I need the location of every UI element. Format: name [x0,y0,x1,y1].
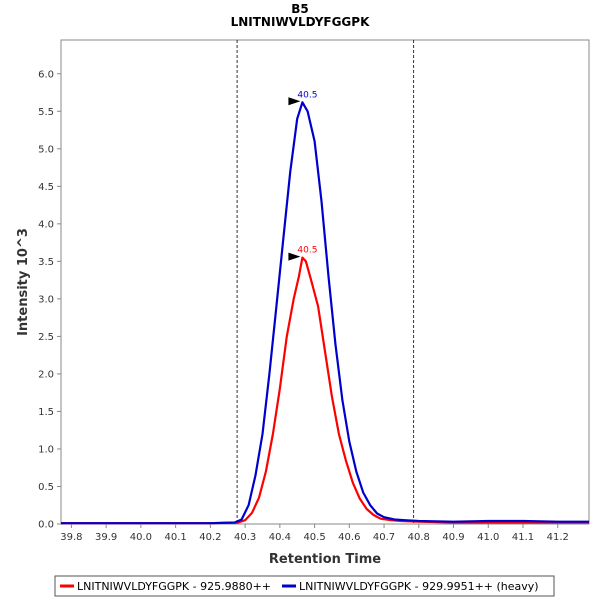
y-tick-label: 1.5 [38,407,54,418]
chart-title: B5 [291,2,309,16]
y-tick-label: 6.0 [38,69,54,80]
y-tick-label: 0.0 [38,520,54,531]
series-layer [61,101,589,525]
y-tick-label: 4.0 [38,219,54,230]
y-tick-label: 4.5 [38,182,54,193]
chart-subtitle: LNITNIWVLDYFGGPK [231,15,370,29]
y-tick-label: 5.5 [38,107,54,118]
peak-marker [288,97,301,106]
peak-annotations: 40.5 40.5 [288,90,317,261]
x-tick-label: 40.7 [373,532,395,543]
legend-box [54,575,555,597]
y-tick-label: 3.0 [38,294,54,305]
y-axis-label: Intensity 10^3 [16,228,31,336]
x-axis-ticks: 39.8 39.9 40.0 40.1 40.2 40.3 40.4 40.5 40.6 40.7… [60,524,569,543]
y-axis-ticks: 0.0 0.5 1.0 1.5 2.0 2.5 3.0 3.5 4.0 4.5 5.0 5.5 6.0 [38,69,61,531]
x-tick-label: 41.2 [547,532,569,543]
y-tick-label: 3.5 [38,257,54,268]
x-tick-label: 41.1 [512,532,534,543]
peak-label: 40.5 [297,246,317,256]
x-tick-label: 40.2 [199,532,221,543]
legend-label-light: LNITNIWVLDYFGGPK - 925.9880++ [77,580,271,593]
x-tick-label: 40.6 [338,532,360,543]
x-tick-label: 40.5 [303,532,325,543]
x-axis-label: Retention Time [269,552,381,567]
x-tick-label: 40.4 [269,532,291,543]
plot-area [60,39,590,525]
peak-marker [288,252,301,261]
x-tick-label: 39.8 [60,532,82,543]
legend: LNITNIWVLDYFGGPK - 925.9880++ LNITNIWVLD… [54,575,555,597]
y-tick-label: 2.0 [38,369,54,380]
y-tick-label: 5.0 [38,144,54,155]
x-tick-label: 40.1 [164,532,186,543]
x-tick-label: 39.9 [95,532,117,543]
x-tick-label: 40.9 [442,532,464,543]
integration-bounds [236,40,415,524]
legend-label-heavy: LNITNIWVLDYFGGPK - 929.9951++ (heavy) [299,580,539,593]
x-tick-label: 41.0 [477,532,499,543]
peak-label: 40.5 [297,90,317,100]
x-tick-label: 40.8 [408,532,430,543]
x-tick-label: 40.3 [234,532,256,543]
y-tick-label: 0.5 [38,482,54,493]
x-tick-label: 40.0 [130,532,152,543]
series-line-heavy [61,101,589,525]
y-tick-label: 2.5 [38,332,54,343]
y-tick-label: 1.0 [38,444,54,455]
